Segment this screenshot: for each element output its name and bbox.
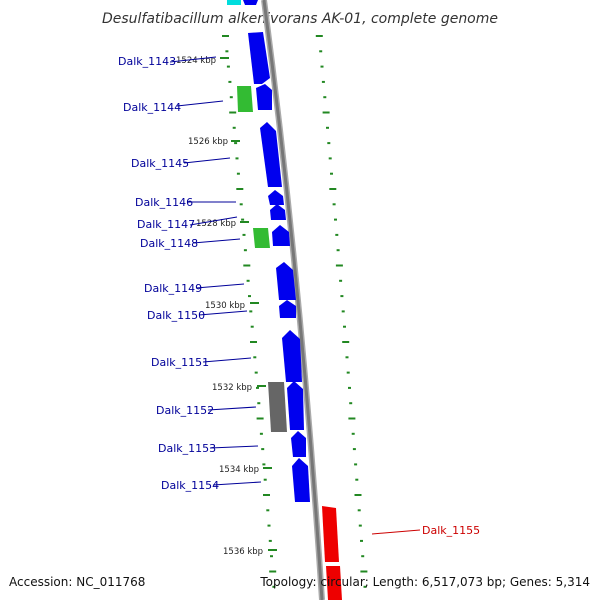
genome-backbone (261, 0, 325, 600)
gene-block-1144-rna[interactable] (237, 86, 253, 112)
topology-text: Topology: circular; Length: 6,517,073 bp… (259, 575, 590, 589)
gene-features (227, 0, 342, 600)
scale-label-1534: 1534 kbp (219, 465, 259, 475)
gene-arrow-1151[interactable] (282, 330, 302, 382)
gene-arrow-1152-blue[interactable] (287, 381, 304, 430)
map-title: Desulfatibacillum alkenivorans AK-01, co… (102, 11, 498, 27)
gene-block-1155[interactable] (322, 506, 339, 562)
gene-label-1145[interactable]: Dalk_1145 (131, 157, 189, 170)
scale-label-1536: 1536 kbp (223, 547, 263, 557)
gene-arrow-1150[interactable] (279, 300, 296, 318)
gene-block-1152-pseudo[interactable] (268, 382, 287, 432)
gene-label-1149[interactable]: Dalk_1149 (144, 282, 202, 295)
gene-block-1155-tail[interactable] (326, 566, 342, 600)
gene-arrow-1145[interactable] (260, 122, 282, 187)
scale-label-1526: 1526 kbp (188, 137, 228, 147)
scale-label-1528: 1528 kbp (196, 219, 236, 229)
gene-arrow-1146[interactable] (268, 190, 284, 205)
gene-arrow-1144-blue[interactable] (256, 84, 272, 110)
gene-label-1155[interactable]: Dalk_1155 (422, 524, 480, 537)
scale-label-1532: 1532 kbp (212, 383, 252, 393)
gene-labels: Dalk_1143 Dalk_1144 Dalk_1145 Dalk_1146 … (118, 55, 480, 537)
gene-arrow-1148-blue[interactable] (272, 225, 290, 246)
gene-label-1153[interactable]: Dalk_1153 (158, 442, 216, 455)
gene-label-1144[interactable]: Dalk_1144 (123, 101, 181, 114)
scale-labels: 1524 kbp 1526 kbp 1528 kbp 1530 kbp 1532… (176, 56, 277, 557)
gene-arrow-1153[interactable] (291, 431, 306, 457)
inner-tick-ring (222, 35, 277, 588)
gene-label-1152[interactable]: Dalk_1152 (156, 404, 214, 417)
gene-label-1147[interactable]: Dalk_1147 (137, 218, 195, 231)
gene-label-1151[interactable]: Dalk_1151 (151, 356, 209, 369)
gene-arrow-top[interactable] (243, 0, 258, 5)
gene-block-1148-rna[interactable] (253, 228, 270, 248)
gene-label-1150[interactable]: Dalk_1150 (147, 309, 205, 322)
gene-label-1154[interactable]: Dalk_1154 (161, 479, 219, 492)
gene-arrow-1149[interactable] (276, 262, 296, 300)
gene-label-1143[interactable]: Dalk_1143 (118, 55, 176, 68)
accession-text: Accession: NC_011768 (9, 575, 145, 589)
scale-label-1530: 1530 kbp (205, 301, 245, 311)
gene-arrow-1154[interactable] (292, 458, 310, 502)
scale-label-1524: 1524 kbp (176, 56, 216, 66)
gene-label-1146[interactable]: Dalk_1146 (135, 196, 193, 209)
gene-label-1148[interactable]: Dalk_1148 (140, 237, 198, 250)
outer-tick-ring (315, 35, 368, 588)
gene-arrow-1147[interactable] (270, 204, 286, 220)
gene-arrow-1143[interactable] (248, 32, 270, 84)
gene-block-cyan[interactable] (227, 0, 241, 5)
